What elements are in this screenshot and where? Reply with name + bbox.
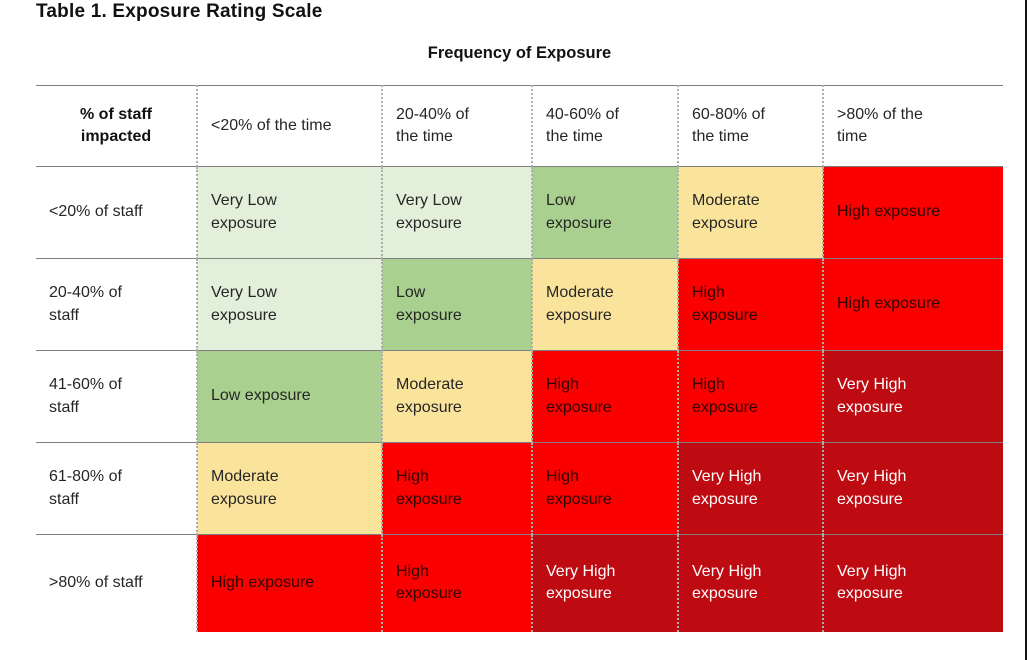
row-label: >80% of staff	[36, 534, 197, 632]
header-row: % of staff impacted <20% of the time 20-4…	[36, 85, 1003, 167]
column-header: 20-40% of the time	[381, 85, 532, 167]
exposure-cell-high: High exposure	[822, 258, 1003, 351]
exposure-cell-high: High exposure	[196, 534, 382, 632]
table-caption: Frequency of Exposure	[427, 44, 612, 62]
table-row: >80% of staff High exposure High exposure V…	[36, 534, 1003, 632]
page-edge-line	[1025, 0, 1027, 660]
exposure-cell-low: Low exposure	[531, 166, 678, 259]
exposure-cell-high: High exposure	[531, 350, 678, 443]
table-row: <20% of staff Very Low exposure Very Low e…	[36, 166, 1003, 259]
row-label: 61-80% of staff	[36, 442, 197, 535]
exposure-cell-high: High exposure	[381, 534, 532, 632]
exposure-cell-very_high: Very High exposure	[677, 442, 823, 535]
exposure-cell-high: High exposure	[822, 166, 1003, 259]
exposure-cell-high: High exposure	[677, 350, 823, 443]
exposure-cell-very_high: Very High exposure	[822, 534, 1003, 632]
exposure-cell-very_high: Very High exposure	[531, 534, 678, 632]
table-body: <20% of staff Very Low exposure Very Low e…	[36, 166, 1003, 632]
column-header: 60-80% of the time	[677, 85, 823, 167]
table-row: 41-60% of staff Low exposure Moderate expo…	[36, 350, 1003, 443]
exposure-cell-moderate: Moderate exposure	[677, 166, 823, 259]
exposure-cell-very_high: Very High exposure	[822, 442, 1003, 535]
row-label: <20% of staff	[36, 166, 197, 259]
exposure-rating-table: % of staff impacted <20% of the time 20-4…	[36, 85, 1003, 632]
exposure-cell-very_low: Very Low exposure	[196, 166, 382, 259]
exposure-cell-low: Low exposure	[381, 258, 532, 351]
exposure-cell-very_low: Very Low exposure	[196, 258, 382, 351]
exposure-cell-very_low: Very Low exposure	[381, 166, 532, 259]
row-label: 41-60% of staff	[36, 350, 197, 443]
exposure-cell-high: High exposure	[677, 258, 823, 351]
exposure-cell-very_high: Very High exposure	[822, 350, 1003, 443]
row-label: 20-40% of staff	[36, 258, 197, 351]
table-row: 61-80% of staff Moderate exposure High exp…	[36, 442, 1003, 535]
exposure-cell-high: High exposure	[531, 442, 678, 535]
page-title: Table 1. Exposure Rating Scale	[36, 1, 323, 22]
exposure-cell-very_high: Very High exposure	[677, 534, 823, 632]
exposure-cell-high: High exposure	[381, 442, 532, 535]
exposure-cell-moderate: Moderate exposure	[531, 258, 678, 351]
column-header: <20% of the time	[196, 85, 382, 167]
table-row: 20-40% of staff Very Low exposure Low expo…	[36, 258, 1003, 351]
column-header: >80% of the time	[822, 85, 1003, 167]
exposure-cell-moderate: Moderate exposure	[381, 350, 532, 443]
column-header: 40-60% of the time	[531, 85, 678, 167]
corner-header-cell: % of staff impacted	[36, 85, 197, 167]
exposure-cell-low: Low exposure	[196, 350, 382, 443]
exposure-cell-moderate: Moderate exposure	[196, 442, 382, 535]
